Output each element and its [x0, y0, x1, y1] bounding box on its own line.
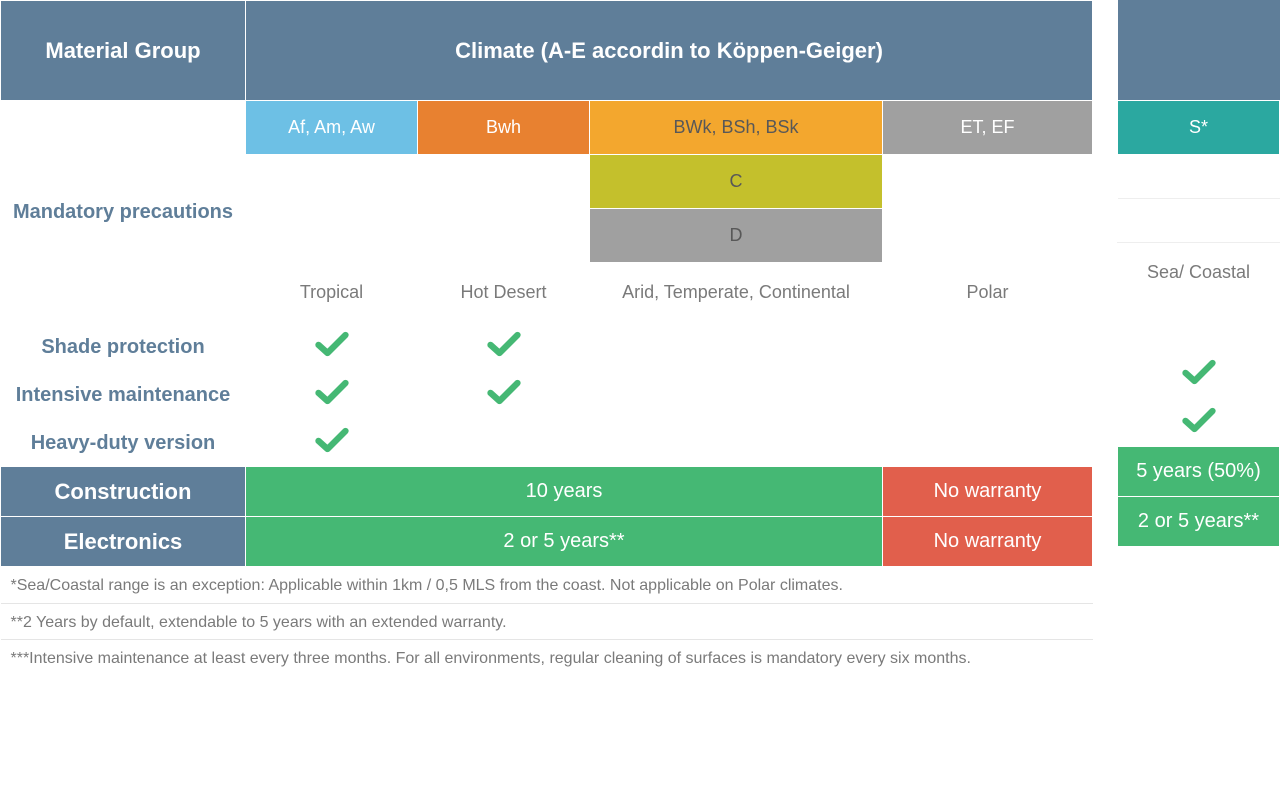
heavy-tropical — [246, 419, 418, 467]
side-gap-c — [1118, 154, 1280, 198]
blank-d-2 — [418, 209, 590, 263]
footnote-1: *Sea/Coastal range is an exception: Appl… — [1, 567, 1093, 604]
code-bwh: Bwh — [418, 101, 590, 155]
desc-hot-desert: Hot Desert — [418, 263, 590, 323]
check-icon — [314, 378, 350, 406]
desc-arid: Arid, Temperate, Continental — [590, 263, 883, 323]
heavy-sea — [1118, 398, 1280, 446]
desc-polar: Polar — [883, 263, 1093, 323]
shade-arid — [590, 323, 883, 371]
header-climate: Climate (A-E accordin to Köppen-Geiger) — [246, 1, 1093, 101]
desc-sea: Sea/ Coastal — [1118, 242, 1280, 302]
code-c: C — [590, 155, 883, 209]
shade-hot-desert — [418, 323, 590, 371]
construction-polar: No warranty — [883, 467, 1093, 517]
blank-d-1 — [246, 209, 418, 263]
label-electronics: Electronics — [1, 517, 246, 567]
blank-d-3 — [883, 209, 1093, 263]
label-heavy: Heavy-duty version — [1, 419, 246, 467]
label-intensive: Intensive maintenance — [1, 371, 246, 419]
electronics-sea: 2 or 5 years** — [1118, 496, 1280, 546]
check-icon — [486, 330, 522, 358]
shade-sea — [1118, 302, 1280, 350]
footnote-3: ***Intensive maintenance at least every … — [1, 640, 1093, 676]
check-icon — [314, 426, 350, 454]
blank-c-3 — [883, 155, 1093, 209]
check-icon — [486, 378, 522, 406]
label-construction: Construction — [1, 467, 246, 517]
code-et: ET, EF — [883, 101, 1093, 155]
side-header-blank — [1118, 0, 1280, 100]
intensive-sea — [1118, 350, 1280, 398]
electronics-main: 2 or 5 years** — [246, 517, 883, 567]
shade-tropical — [246, 323, 418, 371]
side-table: S* Sea/ Coastal 5 years (50%) 2 or 5 yea… — [1117, 0, 1280, 547]
label-shade: Shade protection — [1, 323, 246, 371]
intensive-hot-desert — [418, 371, 590, 419]
desc-tropical: Tropical — [246, 263, 418, 323]
check-icon — [1181, 406, 1217, 434]
code-s: S* — [1118, 100, 1280, 154]
heavy-arid — [590, 419, 883, 467]
shade-polar — [883, 323, 1093, 371]
heavy-polar — [883, 419, 1093, 467]
intensive-polar — [883, 371, 1093, 419]
main-table: Material Group Climate (A-E accordin to … — [0, 0, 1093, 676]
check-icon — [1181, 358, 1217, 386]
blank-c-1 — [246, 155, 418, 209]
construction-main: 10 years — [246, 467, 883, 517]
intensive-arid — [590, 371, 883, 419]
code-bwk: BWk, BSh, BSk — [590, 101, 883, 155]
construction-sea: 5 years (50%) — [1118, 446, 1280, 496]
label-mandatory: Mandatory precautions — [1, 101, 246, 323]
electronics-polar: No warranty — [883, 517, 1093, 567]
side-gap-d — [1118, 198, 1280, 242]
heavy-hot-desert — [418, 419, 590, 467]
check-icon — [314, 330, 350, 358]
footnote-2: **2 Years by default, extendable to 5 ye… — [1, 603, 1093, 640]
blank-c-2 — [418, 155, 590, 209]
header-material-group: Material Group — [1, 1, 246, 101]
code-af: Af, Am, Aw — [246, 101, 418, 155]
code-d: D — [590, 209, 883, 263]
intensive-tropical — [246, 371, 418, 419]
